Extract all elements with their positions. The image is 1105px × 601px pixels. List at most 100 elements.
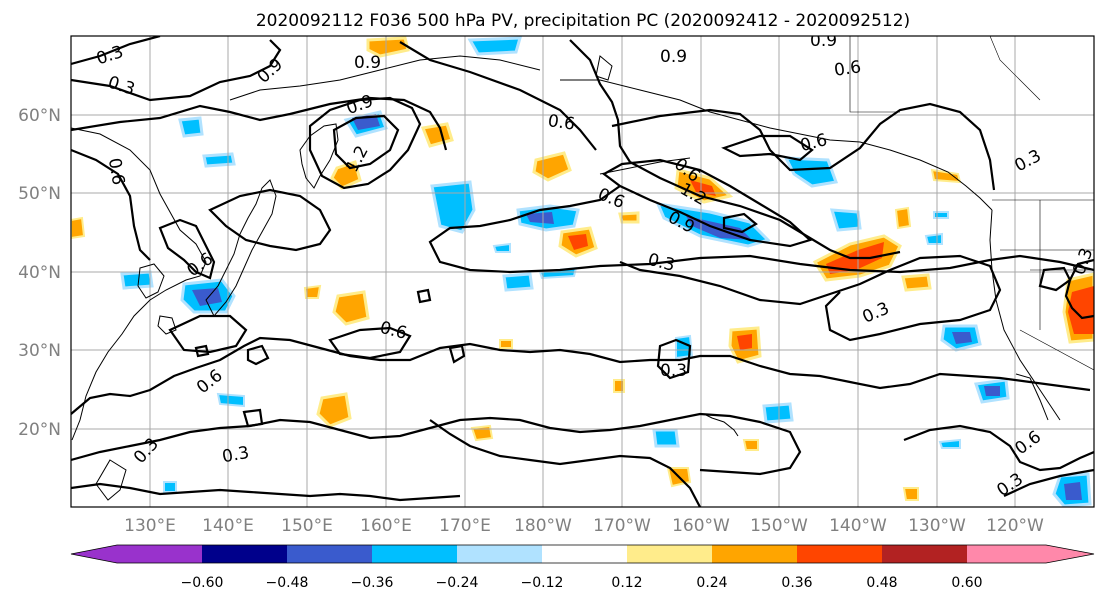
longitude-labels: 130°E 140°E 150°E 160°E 170°E 180°W 170°…: [124, 516, 1044, 536]
colorbar-segment: [882, 545, 968, 563]
pv-contour: [601, 158, 813, 248]
pv-contour: [1064, 258, 1094, 320]
colorbar-segment: [712, 545, 798, 563]
north-america-west-coastline: [989, 209, 1061, 421]
precip-positive-core: [690, 180, 716, 196]
contour-label: 0.6: [104, 157, 128, 187]
precip-negative-core: [526, 212, 554, 224]
pv-contour: [399, 41, 597, 151]
precip-positive-patch: [902, 487, 919, 501]
precip-positive-patch: [470, 424, 494, 442]
lon-label: 140°E: [202, 516, 254, 536]
us-mexico-border: [1019, 329, 1094, 371]
philippines-coastline: [95, 459, 127, 501]
colorbar-tick-label: 0.48: [866, 575, 897, 591]
pv-contour: [158, 218, 216, 280]
contour-label: 0.6: [547, 111, 577, 135]
map-title: 2020092112 F036 500 hPa PV, precipitatio…: [256, 11, 910, 31]
colorbar-segment: [967, 545, 1047, 563]
lat-label: 50°N: [18, 184, 61, 204]
precip-positive-patch: [901, 273, 932, 292]
colorbar-segment: [372, 545, 458, 563]
pv-contours: [71, 36, 1094, 507]
siberia-coastline: [229, 55, 541, 101]
pv-contour: [721, 134, 814, 162]
pv-contour: [903, 424, 1094, 472]
colorbar: −0.60 −0.48 −0.36 −0.24 −0.12 0.12 0.24 …: [70, 544, 1095, 591]
precip-positive-patch: [316, 392, 352, 428]
precip-negative-patch: [783, 156, 839, 188]
pv-contour: [208, 188, 332, 252]
map-area: 0.3 0.3 0.9 0.9 1.2 0.6 0.9 0.9 0.6 0.9 …: [71, 36, 1094, 507]
pv-contour: [619, 254, 1002, 342]
colorbar-tick-label: 0.24: [696, 575, 727, 591]
precip-negative-patch: [120, 270, 154, 290]
precip-negative-core: [952, 332, 972, 344]
precip-negative-core: [1064, 482, 1082, 500]
pv-contour: [328, 326, 412, 360]
colorbar-outline: [70, 544, 1095, 564]
precip-positive-patch: [742, 439, 759, 451]
pv-contour: [429, 419, 701, 507]
precip-negative-patch: [178, 116, 204, 138]
precip-negative-patch: [762, 402, 794, 424]
precip-positive-patch: [420, 122, 454, 148]
pv-contour: [1003, 468, 1094, 497]
precip-negative-patch: [492, 242, 511, 253]
precip-negative-patch: [829, 208, 862, 232]
precip-negative-patch: [163, 481, 177, 493]
pv-contour: [428, 185, 1094, 274]
precip-negative-core: [192, 288, 222, 306]
precip-negative-core: [984, 386, 1000, 396]
korea-coastline: [137, 263, 165, 299]
lon-label: 140°W: [829, 516, 887, 536]
st-lawrence-island: [595, 55, 613, 81]
precip-negative-patch: [202, 152, 236, 168]
colorbar-segment: [627, 545, 713, 563]
japan-coastline: [205, 179, 277, 317]
pv-contour: [611, 102, 996, 191]
pv-contour: [656, 338, 692, 380]
colorbar-segment: [287, 545, 373, 563]
precip-positive-patch: [71, 216, 86, 240]
precip-positive-patch: [618, 211, 640, 224]
lat-label: 40°N: [18, 263, 61, 283]
precip-positive-patch: [366, 36, 410, 58]
alaska-canada-border: [849, 36, 900, 113]
pv-contour: [71, 96, 448, 151]
precip-positive-patch: [303, 284, 322, 299]
lon-label: 170°W: [593, 516, 651, 536]
precip-negative-patch: [924, 232, 943, 245]
asia-coastline: [71, 127, 207, 441]
precip-negative-patch: [502, 272, 534, 292]
precip-positive-patch: [894, 206, 912, 230]
lon-label: 150°W: [750, 516, 808, 536]
political-borders: [849, 36, 1094, 371]
pv-contour: [71, 336, 1091, 415]
pv-contour: [448, 344, 466, 364]
precip-negative-patch: [938, 438, 961, 449]
pv-contour: [71, 148, 151, 261]
pv-contour: [71, 39, 282, 102]
pv-contour: [71, 412, 802, 476]
lat-label: 20°N: [18, 420, 61, 440]
pv-contour: [71, 36, 161, 66]
aleutian-chain: [599, 157, 691, 175]
colorbar-segment: [797, 545, 883, 563]
precip-negative-patch: [467, 36, 523, 56]
colorbar-segment: [457, 545, 543, 563]
colorbar-tick-label: −0.48: [266, 575, 309, 591]
alaska-coastline: [560, 79, 993, 211]
pv-contour: [168, 314, 248, 354]
pv-contour: [246, 344, 270, 366]
lon-label: 160°W: [672, 516, 730, 536]
precip-positive-core: [737, 334, 752, 350]
colorbar-segment: [71, 545, 118, 563]
pv-contour: [332, 114, 400, 170]
precip-negative-patch: [430, 180, 476, 234]
colorbar-segment: [1046, 545, 1094, 563]
pv-contour: [416, 288, 432, 304]
pv-contour: [722, 212, 758, 234]
colorbar-segment: [202, 545, 288, 563]
